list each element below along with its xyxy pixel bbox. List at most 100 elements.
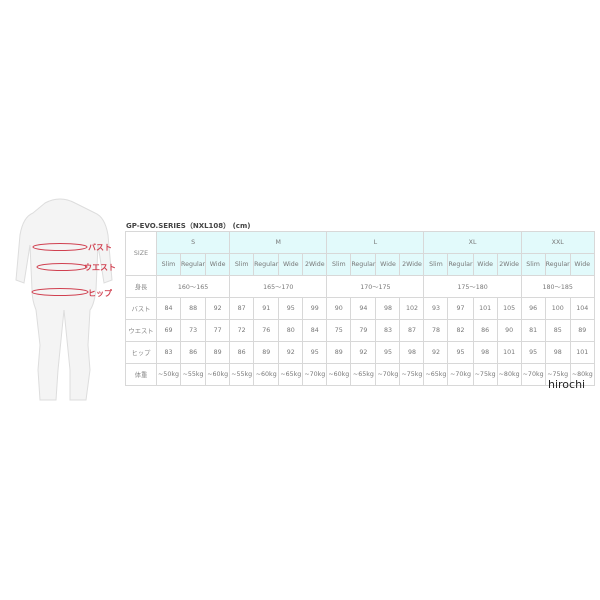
weight-value: ~60kg xyxy=(326,363,352,386)
fit-header: Wide xyxy=(205,253,231,276)
weight-value: ~70kg xyxy=(302,363,328,386)
fit-header: Wide xyxy=(569,253,595,276)
bust-value: 87 xyxy=(229,297,255,320)
row-label: 体重 xyxy=(125,363,157,386)
bust-value: 99 xyxy=(302,297,328,320)
bust-value: 96 xyxy=(520,297,546,320)
height-range: 170～175 xyxy=(326,275,425,298)
weight-value: ~65kg xyxy=(350,363,377,386)
size-chart-table: SIZE S M L XL XXL Slim Regular Wide Slim Regular Wi… xyxy=(125,231,595,386)
weight-value: ~55kg xyxy=(179,363,207,386)
fit-header: Regular xyxy=(253,253,280,276)
hip-value: 83 xyxy=(156,341,181,364)
fit-header: Regular xyxy=(350,253,377,276)
size-group-header: S xyxy=(155,231,231,254)
fit-header: Slim xyxy=(520,253,546,276)
fit-header: Slim xyxy=(326,253,352,276)
height-range: 180～185 xyxy=(520,275,595,298)
waist-value: 80 xyxy=(278,319,304,342)
waist-label: ウエスト xyxy=(84,263,116,272)
weight-value: ~55kg xyxy=(229,363,255,386)
hip-value: 86 xyxy=(229,341,255,364)
fit-header: Wide xyxy=(278,253,304,276)
waist-value: 82 xyxy=(447,319,474,342)
size-header: SIZE xyxy=(125,231,157,276)
height-range: 160～165 xyxy=(155,275,231,298)
fit-header: Wide xyxy=(472,253,498,276)
watermark: hirochi xyxy=(548,378,586,391)
fit-header: Regular xyxy=(447,253,474,276)
waist-value: 69 xyxy=(156,319,181,342)
bust-value: 100 xyxy=(544,297,571,320)
racing-suit-illustration xyxy=(15,198,113,401)
row-label: ウエスト xyxy=(125,319,157,342)
hip-value: 92 xyxy=(278,341,304,364)
waist-value: 87 xyxy=(399,319,425,342)
row-label: 身長 xyxy=(125,275,157,298)
hip-value: 98 xyxy=(472,341,498,364)
weight-value: ~75kg xyxy=(399,363,425,386)
fit-header: Wide xyxy=(375,253,401,276)
fit-header: Regular xyxy=(544,253,571,276)
hip-value: 89 xyxy=(253,341,280,364)
waist-value: 73 xyxy=(179,319,207,342)
bust-value: 94 xyxy=(350,297,377,320)
weight-value: ~70kg xyxy=(447,363,474,386)
weight-value: ~60kg xyxy=(205,363,231,386)
waist-value: 90 xyxy=(496,319,522,342)
waist-value: 72 xyxy=(229,319,255,342)
waist-value: 75 xyxy=(326,319,352,342)
size-group-header: L xyxy=(326,231,425,254)
fit-header: 2Wide xyxy=(496,253,522,276)
hip-value: 95 xyxy=(520,341,546,364)
weight-value: ~65kg xyxy=(278,363,304,386)
bust-value: 105 xyxy=(496,297,522,320)
table-title: GP-EVO.SERIES（NXL108） (cm) xyxy=(126,222,251,230)
bust-value: 95 xyxy=(278,297,304,320)
fit-header: Slim xyxy=(229,253,255,276)
size-group-header: XXL xyxy=(520,231,595,254)
bust-value: 101 xyxy=(472,297,498,320)
weight-value: ~65kg xyxy=(423,363,449,386)
weight-value: ~80kg xyxy=(496,363,522,386)
hip-value: 101 xyxy=(569,341,595,364)
bust-value: 91 xyxy=(253,297,280,320)
height-range: 165～170 xyxy=(229,275,328,298)
bust-value: 92 xyxy=(205,297,231,320)
waist-value: 84 xyxy=(302,319,328,342)
hip-value: 101 xyxy=(496,341,522,364)
waist-value: 85 xyxy=(544,319,571,342)
waist-value: 89 xyxy=(569,319,595,342)
bust-label: バスト xyxy=(88,243,112,252)
waist-value: 78 xyxy=(423,319,449,342)
bust-value: 88 xyxy=(179,297,207,320)
hip-label: ヒップ xyxy=(88,289,112,298)
bust-value: 93 xyxy=(423,297,449,320)
waist-value: 83 xyxy=(375,319,401,342)
weight-value: ~50kg xyxy=(156,363,181,386)
bust-value: 104 xyxy=(569,297,595,320)
weight-value: ~70kg xyxy=(520,363,546,386)
hip-value: 89 xyxy=(205,341,231,364)
waist-value: 77 xyxy=(205,319,231,342)
fit-header: Slim xyxy=(156,253,181,276)
hip-value: 98 xyxy=(399,341,425,364)
weight-value: ~70kg xyxy=(375,363,401,386)
fit-header: Slim xyxy=(423,253,449,276)
fit-header: Regular xyxy=(179,253,207,276)
fit-header: 2Wide xyxy=(302,253,328,276)
weight-value: ~60kg xyxy=(253,363,280,386)
hip-value: 95 xyxy=(447,341,474,364)
weight-value: ~75kg xyxy=(472,363,498,386)
row-label: ヒップ xyxy=(125,341,157,364)
size-group-header: XL xyxy=(423,231,522,254)
bust-value: 90 xyxy=(326,297,352,320)
hip-value: 92 xyxy=(350,341,377,364)
hip-value: 98 xyxy=(544,341,571,364)
hip-value: 89 xyxy=(326,341,352,364)
hip-value: 92 xyxy=(423,341,449,364)
bust-value: 102 xyxy=(399,297,425,320)
waist-value: 81 xyxy=(520,319,546,342)
weight-value: ~75kg xyxy=(544,363,571,386)
hip-value: 95 xyxy=(375,341,401,364)
